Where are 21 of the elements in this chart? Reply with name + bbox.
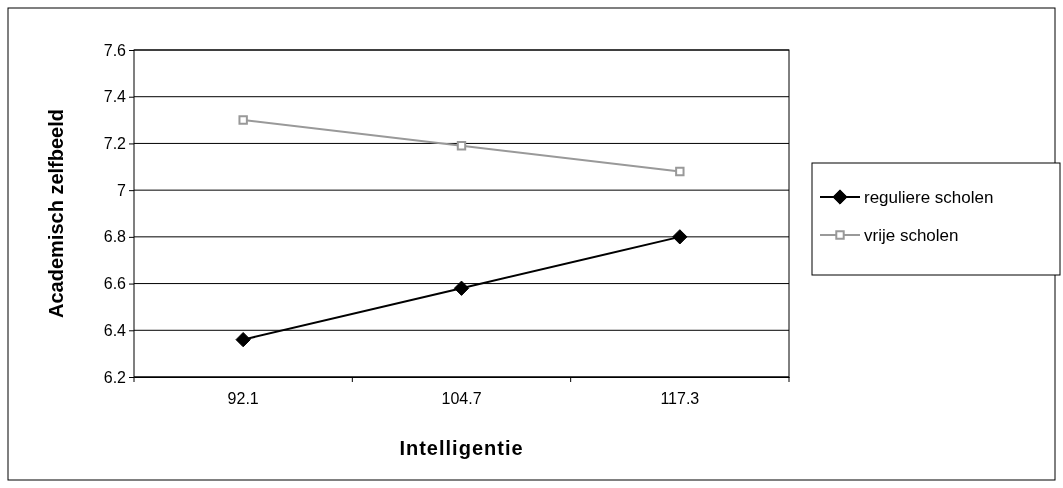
x-tick-label: 92.1 bbox=[227, 390, 259, 408]
y-tick-label: 6.8 bbox=[103, 228, 127, 246]
point bbox=[456, 141, 467, 151]
point bbox=[453, 280, 470, 296]
y-axis-title: Academisch zelfbeeld bbox=[45, 109, 67, 318]
point bbox=[675, 166, 685, 177]
y-tick-label: 7.6 bbox=[103, 41, 127, 59]
y-tick-label: 6.2 bbox=[103, 368, 127, 386]
y-tick-label: 7.2 bbox=[103, 135, 127, 153]
legend-label: vrije scholen bbox=[864, 226, 959, 245]
x-axis-title: Intelligentie bbox=[399, 437, 524, 459]
y-tick-label: 6.4 bbox=[103, 321, 127, 339]
y-tick-label: 6.6 bbox=[103, 275, 127, 293]
legend-label: reguliere scholen bbox=[864, 188, 994, 207]
point bbox=[235, 331, 251, 348]
y-tick-label: 7.4 bbox=[103, 88, 127, 106]
point bbox=[672, 229, 688, 245]
x-tick-label: 117.3 bbox=[660, 390, 700, 408]
y-tick-label: 7 bbox=[117, 181, 127, 199]
point bbox=[238, 115, 248, 125]
x-tick-label: 104.7 bbox=[441, 390, 482, 408]
